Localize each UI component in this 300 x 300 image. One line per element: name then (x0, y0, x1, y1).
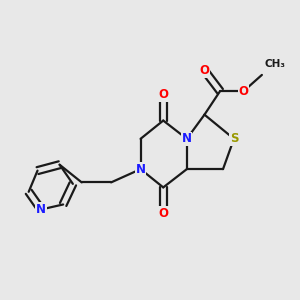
Text: O: O (158, 88, 168, 101)
Text: CH₃: CH₃ (265, 59, 286, 69)
Text: O: O (200, 64, 209, 77)
Text: N: N (136, 163, 146, 176)
Text: N: N (36, 203, 46, 216)
Text: N: N (182, 132, 192, 145)
Text: S: S (230, 132, 238, 145)
Text: O: O (158, 207, 168, 220)
Text: O: O (238, 85, 249, 98)
